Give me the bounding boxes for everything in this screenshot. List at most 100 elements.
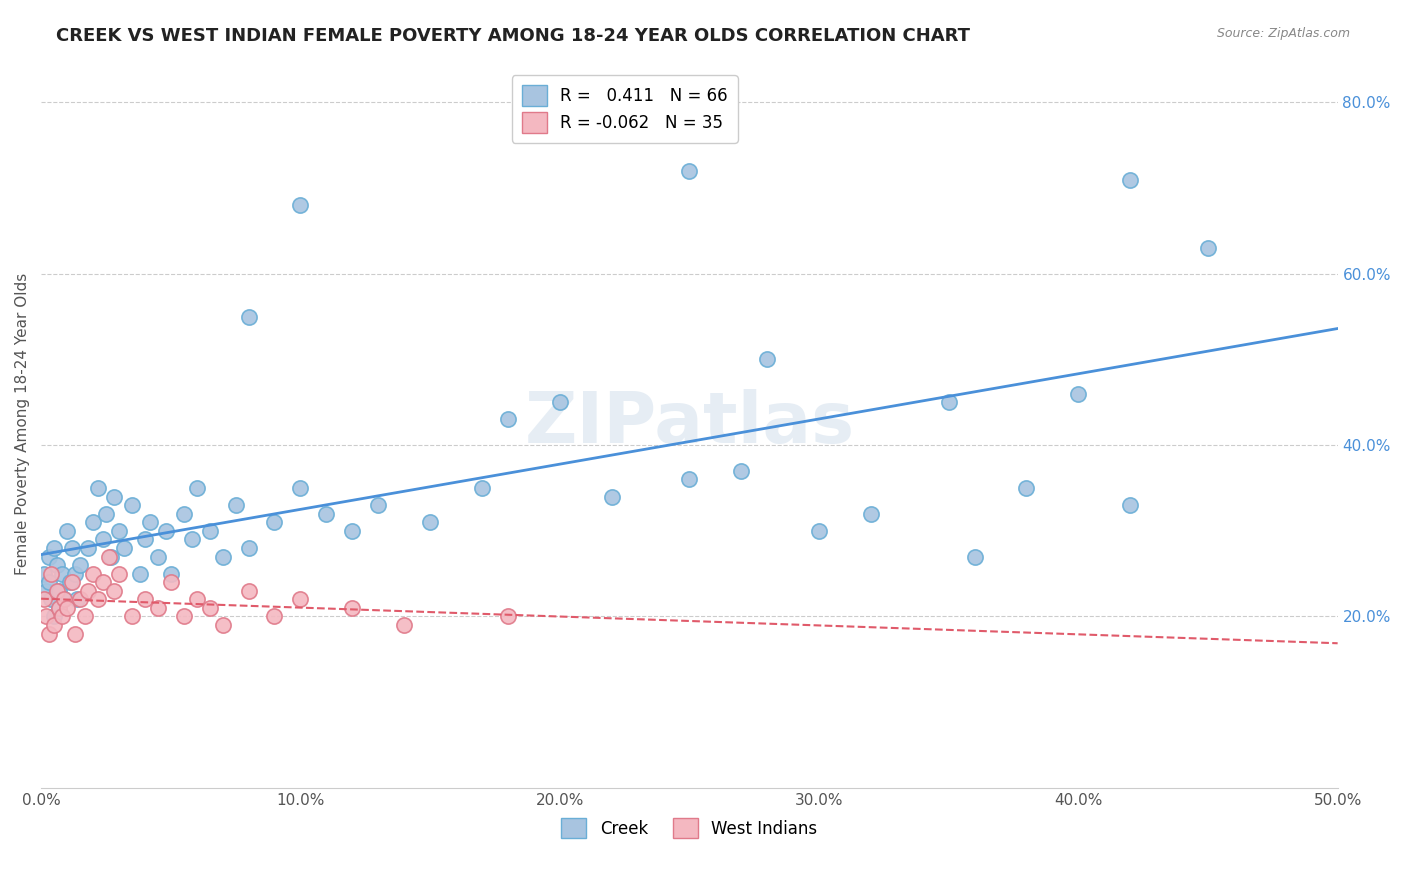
Point <box>263 515 285 529</box>
Point <box>56 524 79 538</box>
Point <box>103 490 125 504</box>
Point <box>225 498 247 512</box>
Point <box>121 498 143 512</box>
Point <box>496 609 519 624</box>
Point <box>128 566 150 581</box>
Point <box>180 533 202 547</box>
Point <box>103 583 125 598</box>
Point <box>41 592 63 607</box>
Y-axis label: Female Poverty Among 18-24 Year Olds: Female Poverty Among 18-24 Year Olds <box>15 273 30 574</box>
Point <box>315 507 337 521</box>
Point <box>35 583 58 598</box>
Point <box>82 566 104 581</box>
Point <box>859 507 882 521</box>
Point <box>42 618 65 632</box>
Point <box>211 618 233 632</box>
Point <box>35 609 58 624</box>
Point <box>32 566 55 581</box>
Point <box>342 524 364 538</box>
Point <box>1015 481 1038 495</box>
Point <box>69 558 91 573</box>
Point <box>173 507 195 521</box>
Point <box>42 609 65 624</box>
Point <box>238 583 260 598</box>
Point <box>97 549 120 564</box>
Point <box>112 541 135 555</box>
Point <box>173 609 195 624</box>
Point <box>238 541 260 555</box>
Text: ZIPatlas: ZIPatlas <box>524 389 855 458</box>
Point <box>238 310 260 324</box>
Point <box>678 472 700 486</box>
Point <box>60 575 83 590</box>
Point <box>108 566 131 581</box>
Point <box>93 575 115 590</box>
Point <box>48 601 70 615</box>
Point <box>1197 241 1219 255</box>
Point <box>87 481 110 495</box>
Point <box>600 490 623 504</box>
Point <box>678 164 700 178</box>
Point <box>263 609 285 624</box>
Point <box>87 592 110 607</box>
Point <box>198 601 221 615</box>
Point <box>121 609 143 624</box>
Point <box>59 575 82 590</box>
Point <box>76 541 98 555</box>
Point <box>146 601 169 615</box>
Point <box>134 592 156 607</box>
Point <box>1119 172 1142 186</box>
Point <box>51 566 73 581</box>
Point <box>41 566 63 581</box>
Point <box>290 481 312 495</box>
Point <box>392 618 415 632</box>
Point <box>75 609 97 624</box>
Point <box>63 626 86 640</box>
Point <box>60 541 83 555</box>
Point <box>63 566 86 581</box>
Point <box>938 395 960 409</box>
Point <box>342 601 364 615</box>
Point <box>53 592 76 607</box>
Point <box>756 352 779 367</box>
Point <box>100 549 122 564</box>
Point <box>38 575 60 590</box>
Point <box>186 481 208 495</box>
Point <box>808 524 831 538</box>
Point <box>211 549 233 564</box>
Point <box>1119 498 1142 512</box>
Point <box>38 549 60 564</box>
Point <box>51 609 73 624</box>
Point <box>45 583 67 598</box>
Point <box>53 592 76 607</box>
Point <box>134 533 156 547</box>
Point <box>32 592 55 607</box>
Text: CREEK VS WEST INDIAN FEMALE POVERTY AMONG 18-24 YEAR OLDS CORRELATION CHART: CREEK VS WEST INDIAN FEMALE POVERTY AMON… <box>56 27 970 45</box>
Point <box>290 592 312 607</box>
Point <box>94 507 117 521</box>
Point <box>155 524 177 538</box>
Point <box>198 524 221 538</box>
Point <box>146 549 169 564</box>
Point <box>367 498 389 512</box>
Point <box>139 515 162 529</box>
Point <box>48 601 70 615</box>
Point <box>69 592 91 607</box>
Point <box>186 592 208 607</box>
Point <box>66 592 89 607</box>
Point <box>76 583 98 598</box>
Point <box>290 198 312 212</box>
Point <box>471 481 494 495</box>
Point <box>56 601 79 615</box>
Point <box>159 566 181 581</box>
Point <box>42 541 65 555</box>
Point <box>108 524 131 538</box>
Point <box>730 464 752 478</box>
Point <box>48 583 70 598</box>
Point <box>496 412 519 426</box>
Legend: Creek, West Indians: Creek, West Indians <box>555 812 824 845</box>
Point <box>93 533 115 547</box>
Point <box>548 395 571 409</box>
Point <box>82 515 104 529</box>
Point <box>963 549 986 564</box>
